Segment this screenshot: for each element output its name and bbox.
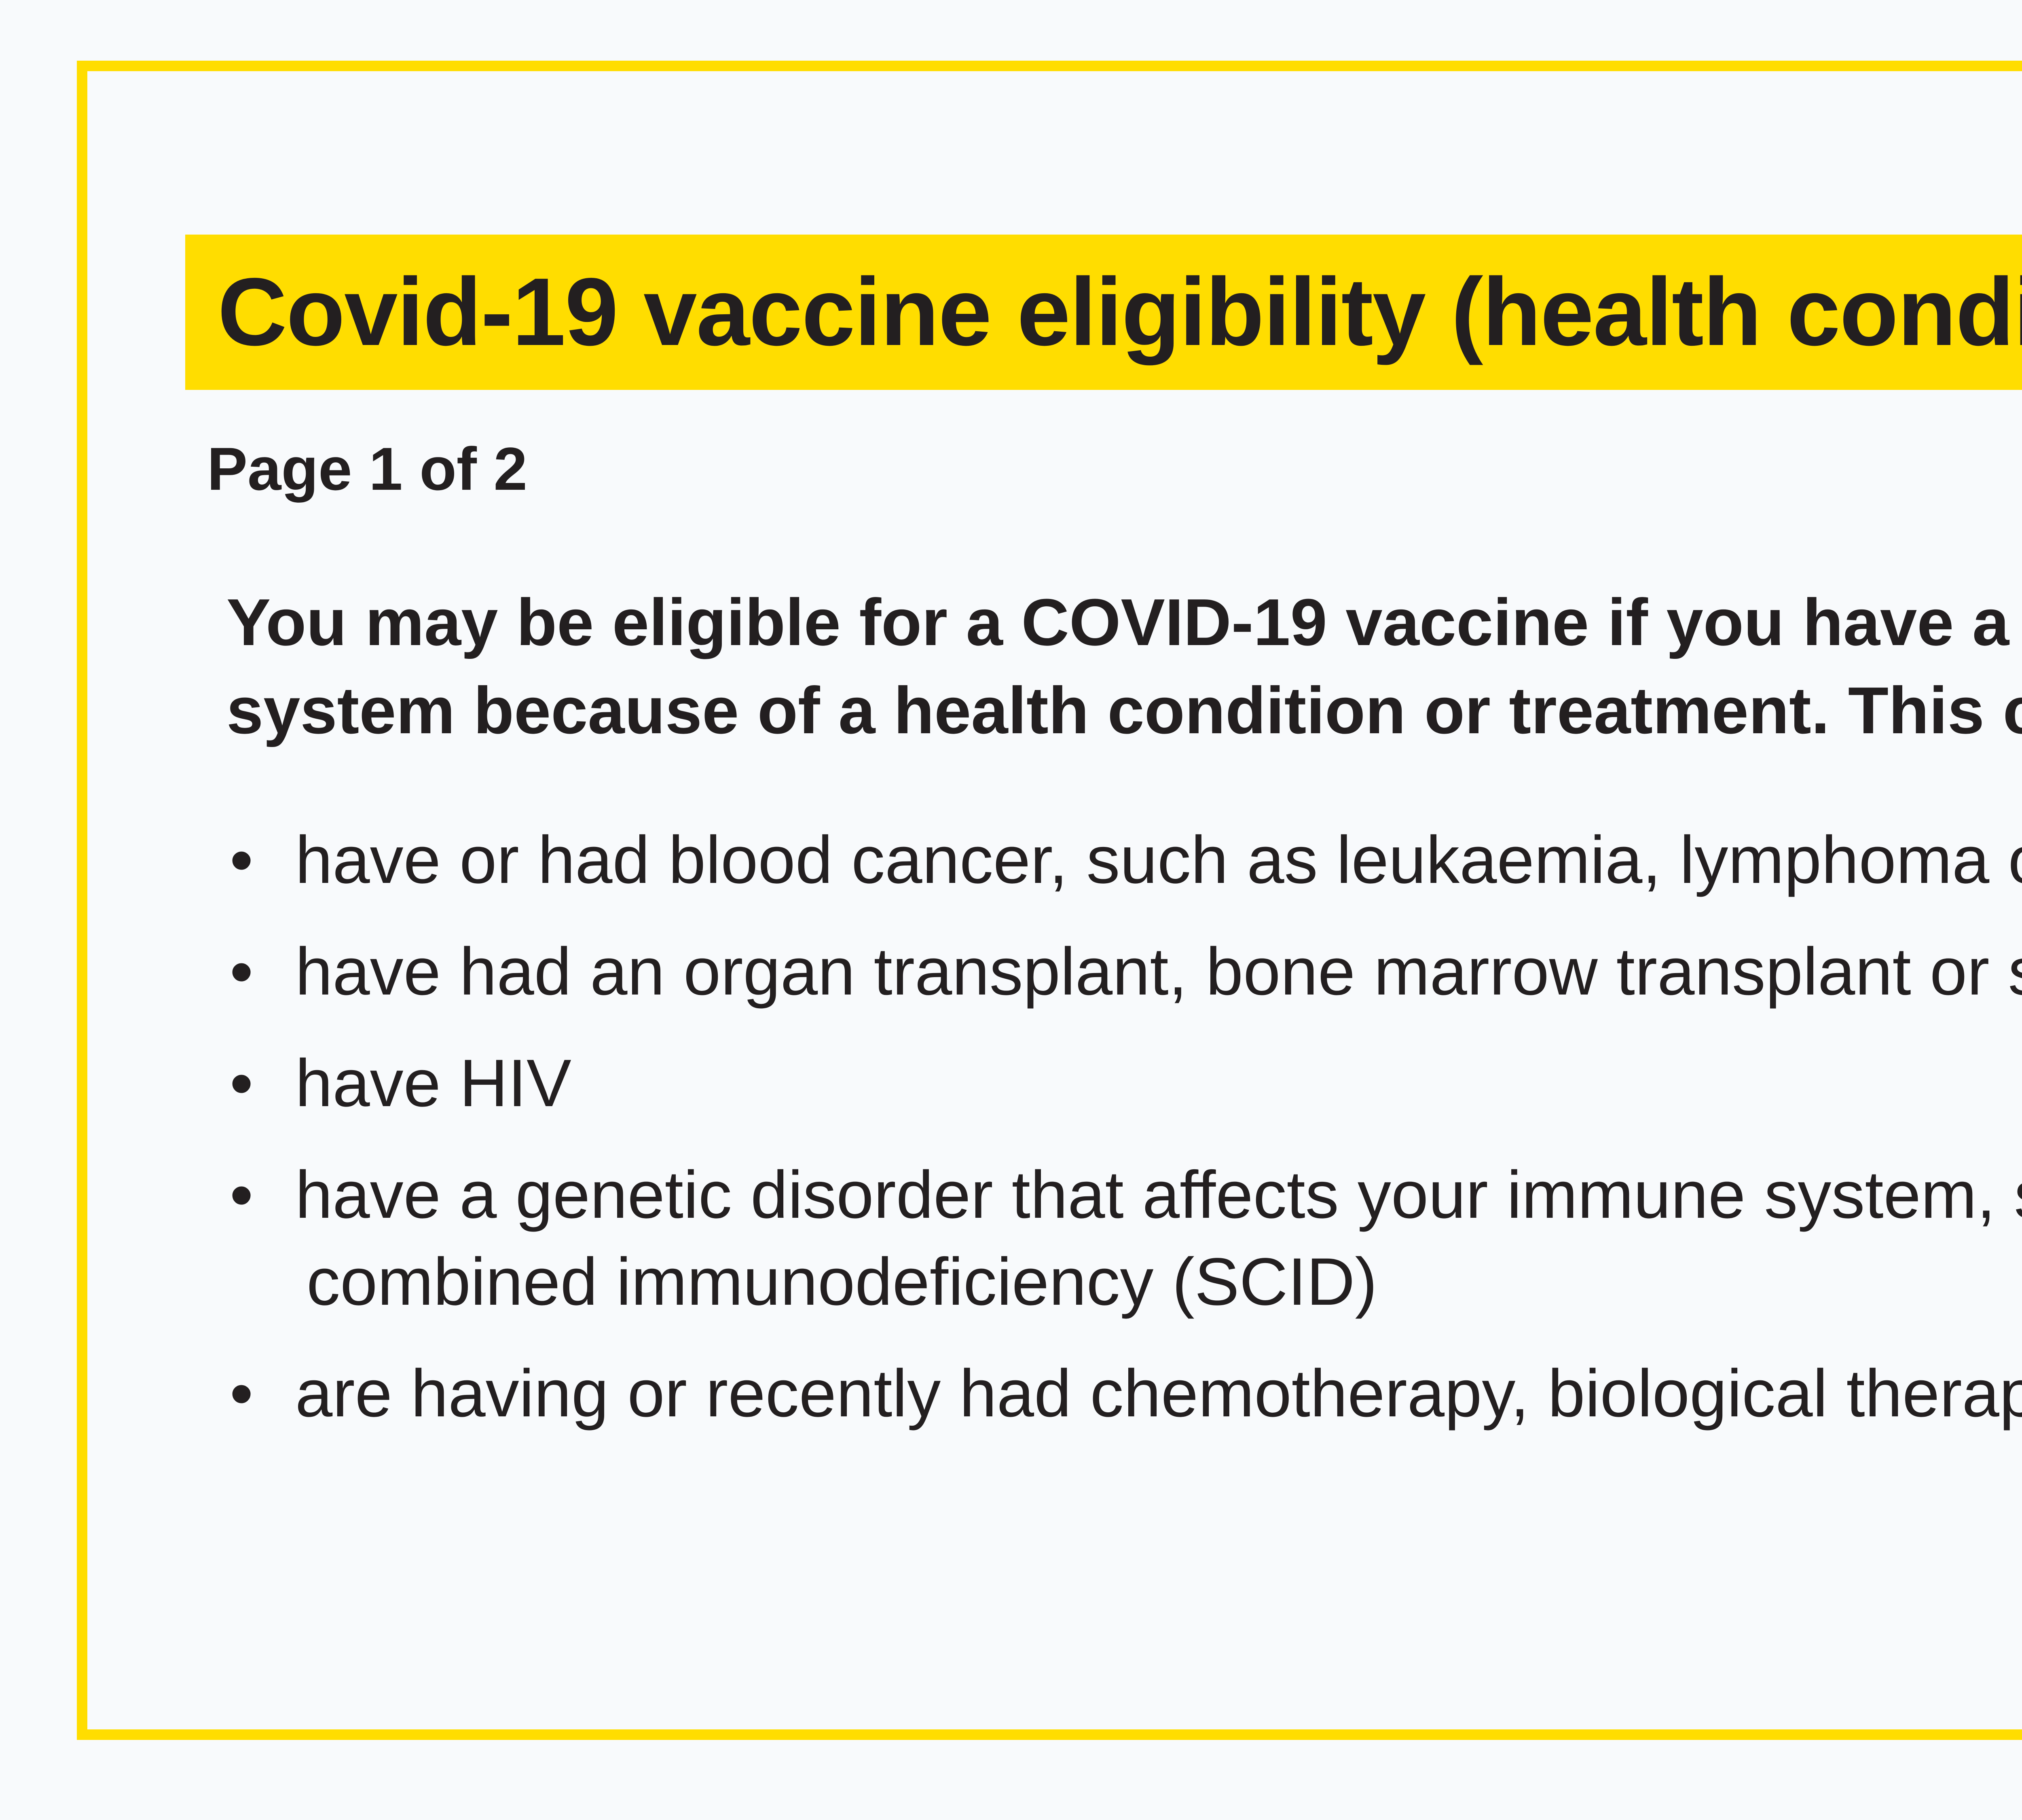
list-item-line-1: have HIV bbox=[295, 1046, 571, 1121]
bullet-dot-icon: • bbox=[230, 1356, 254, 1431]
list-item: • are having or recently had chemotherap… bbox=[226, 1350, 2022, 1437]
list-item: • have or had blood cancer, such as leuk… bbox=[226, 817, 2022, 904]
list-item-line-1: have a genetic disorder that affects you… bbox=[295, 1158, 2022, 1233]
bullet-dot-icon: • bbox=[230, 1158, 254, 1233]
intro-line-2: system because of a health condition or … bbox=[226, 673, 2022, 748]
bullet-dot-icon: • bbox=[230, 823, 254, 897]
bullet-dot-icon: • bbox=[230, 1046, 254, 1121]
bullet-dot-icon: • bbox=[230, 934, 254, 1009]
list-item-line-1: have or had blood cancer, such as leukae… bbox=[295, 823, 2022, 897]
list-item: • have had an organ transplant, bone mar… bbox=[226, 929, 2022, 1015]
intro-line-1: You may be eligible for a COVID-19 vacci… bbox=[226, 585, 2022, 659]
page-title: Covid-19 vaccine eligibility (health con… bbox=[218, 258, 2022, 366]
list-item: • have HIV bbox=[226, 1040, 2022, 1127]
list-item-line-1: are having or recently had chemotherapy,… bbox=[295, 1356, 2022, 1431]
eligibility-bullet-list: • have or had blood cancer, such as leuk… bbox=[226, 817, 2022, 1462]
page-indicator: Page 1 of 2 bbox=[207, 435, 527, 503]
intro-paragraph: You may be eligible for a COVID-19 vacci… bbox=[226, 578, 2022, 755]
list-item: • have a genetic disorder that affects y… bbox=[226, 1152, 2022, 1325]
title-highlight-bar: Covid-19 vaccine eligibility (health con… bbox=[185, 235, 2022, 390]
list-item-line-1: have had an organ transplant, bone marro… bbox=[295, 934, 2022, 1009]
list-item-line-2: combined immunodeficiency (SCID) bbox=[307, 1244, 1377, 1319]
